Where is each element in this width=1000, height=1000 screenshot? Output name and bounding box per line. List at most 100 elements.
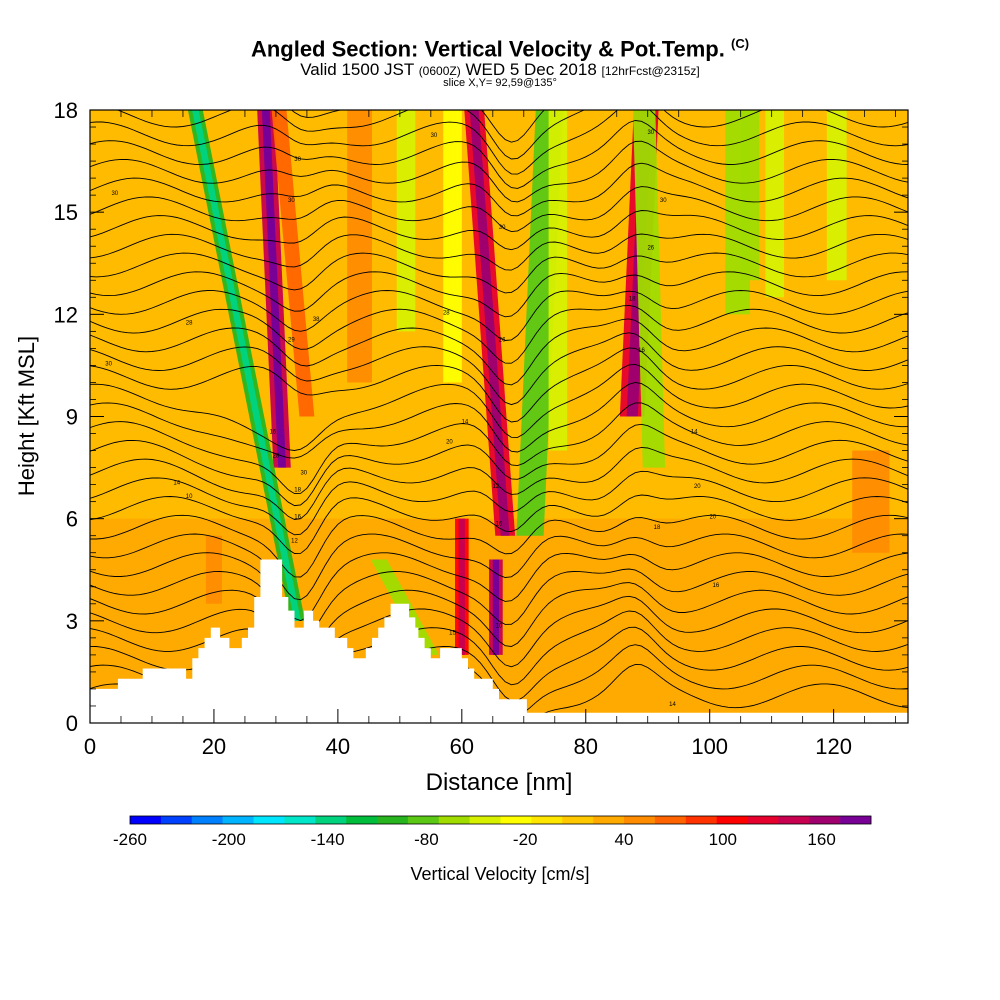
colorbar-swatch — [500, 816, 532, 824]
forecast-info: [12hrFcst@2315z] — [601, 64, 700, 78]
isentrope-line — [90, 318, 908, 386]
velocity-band — [567, 586, 605, 706]
colorbar-swatch — [809, 816, 841, 824]
contour-label: 28 — [273, 453, 280, 459]
y-tick-label: 3 — [66, 609, 78, 634]
colorbar-swatch — [407, 816, 440, 824]
colorbar-swatch — [346, 816, 378, 824]
velocity-band — [443, 110, 462, 383]
isentrope-line — [90, 140, 908, 203]
colorbar-swatch — [531, 816, 563, 824]
isentrope-line — [90, 595, 908, 671]
colorbar-swatch — [654, 816, 687, 824]
isentrope-line — [90, 120, 908, 189]
isentrope-line — [90, 470, 908, 536]
copyright-mark: (C) — [731, 36, 750, 51]
colorbar-swatch — [716, 816, 748, 824]
isentrope-line — [90, 494, 908, 554]
colorbar-swatch — [562, 816, 594, 824]
contour-label: 28 — [443, 310, 450, 316]
contour-label: 20 — [446, 440, 453, 446]
colorbar-tick-label: 100 — [709, 830, 737, 849]
axes: 0 20 40 60 80 100 120 0 3 6 9 12 15 18 — [54, 98, 908, 759]
contour-label: 18 — [654, 525, 661, 531]
contour-label: 16 — [638, 348, 645, 354]
y-tick-label: 0 — [66, 711, 78, 736]
contour-label: 14 — [691, 430, 698, 436]
colorbar-swatch — [253, 816, 285, 824]
y-tick-label: 9 — [66, 405, 78, 430]
isentrope-line — [90, 568, 908, 640]
velocity-band — [826, 110, 847, 281]
isentrope-line — [90, 514, 908, 578]
isentrope-line — [90, 162, 908, 217]
colorbar-swatch — [840, 816, 872, 824]
contour-label: 12 — [291, 539, 298, 545]
contour-label: 26 — [499, 338, 506, 344]
chart-subtitle: Valid 1500 JST (0600Z) WED 5 Dec 2018 [1… — [0, 60, 1000, 80]
isentrope-line — [90, 423, 908, 507]
isentrope-line — [90, 233, 908, 271]
colorbar-swatch — [130, 816, 162, 824]
x-tick-label: 80 — [574, 734, 598, 759]
contour-label: 15 — [449, 630, 456, 636]
valid-date: WED 5 Dec 2018 — [465, 60, 597, 79]
colorbar-swatch — [191, 816, 223, 824]
x-tick-label: 40 — [326, 734, 350, 759]
isentrope-line — [90, 290, 908, 341]
y-tick-label: 12 — [54, 302, 78, 327]
x-tick-label: 120 — [815, 734, 852, 759]
terrain-mask — [90, 559, 908, 723]
colorbar-tick-label: 160 — [807, 830, 835, 849]
colorbar-swatch — [469, 816, 501, 824]
isentrope-line — [90, 252, 908, 294]
colorbar-tick-label: -20 — [513, 830, 538, 849]
velocity-band — [740, 110, 760, 281]
velocity-band — [633, 110, 666, 468]
contour-label: 20 — [709, 515, 716, 521]
contour-label: 16 — [294, 515, 301, 521]
contour-label: 30 — [294, 157, 301, 163]
colorbar-tick-label: -260 — [113, 830, 147, 849]
x-tick-label: 100 — [691, 734, 728, 759]
contour-label: 30 — [111, 191, 118, 197]
contour-label: 16 — [713, 583, 720, 589]
velocity-band — [271, 110, 315, 417]
isentrope-line — [290, 110, 545, 143]
valid-time: Valid 1500 JST — [300, 60, 414, 79]
x-tick-label: 20 — [202, 734, 226, 759]
x-tick-label: 60 — [450, 734, 474, 759]
isentrope-line — [90, 610, 908, 686]
velocity-band — [347, 110, 372, 383]
velocity-band-core — [458, 518, 465, 655]
velocity-band — [765, 110, 785, 298]
contour-label: 14 — [173, 481, 180, 487]
colorbar-label: Vertical Velocity [cm/s] — [410, 864, 589, 884]
isentrope-line — [116, 110, 908, 160]
isentrope-line — [90, 582, 908, 657]
contour-label: 30 — [300, 470, 307, 476]
isentrope-line — [90, 186, 908, 233]
contour-label: 20 — [694, 484, 701, 490]
isentrope-line — [90, 382, 908, 459]
isentrope-line — [90, 446, 908, 520]
colorbar-tick-label: 40 — [615, 830, 634, 849]
y-axis-label: Height [Kft MSL] — [14, 336, 39, 496]
velocity-band-core — [492, 559, 499, 655]
contour-label: 29 — [288, 338, 295, 344]
contour-label: 18 — [294, 487, 301, 493]
isentrope-line — [90, 210, 908, 251]
colorbar-swatch — [685, 816, 717, 824]
x-axis-label: Distance [nm] — [426, 769, 573, 796]
colorbar-swatch — [284, 816, 316, 824]
colorbar-swatch — [593, 816, 625, 824]
contour-label: 26 — [647, 246, 654, 252]
contour-label: 30 — [499, 225, 506, 231]
contour-label: 10 — [496, 624, 503, 630]
colorbar-swatch — [747, 816, 779, 824]
y-tick-label: 6 — [66, 507, 78, 532]
valid-utc: (0600Z) — [418, 64, 461, 78]
x-tick-label: 0 — [84, 734, 96, 759]
velocity-band — [548, 110, 568, 451]
contour-label: 14 — [669, 702, 676, 708]
